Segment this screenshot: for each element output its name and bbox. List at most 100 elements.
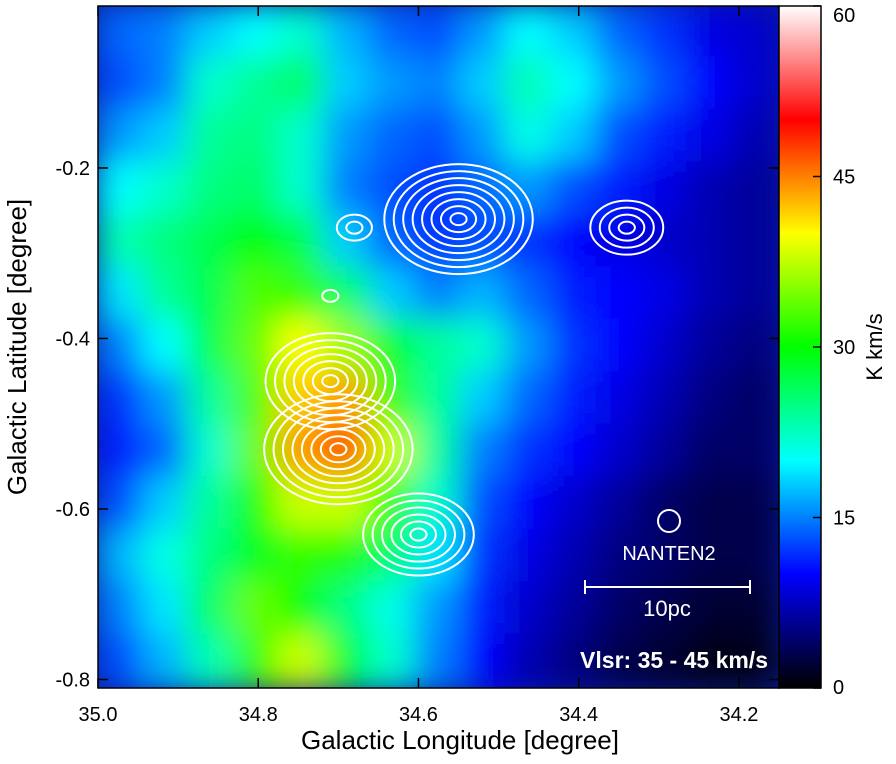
- x-axis-label: Galactic Longitude [degree]: [301, 725, 619, 755]
- intensity-cell: [277, 476, 327, 533]
- intensity-cell: [459, 318, 509, 376]
- intensity-cell: [595, 581, 645, 638]
- intensity-cell: [595, 371, 645, 428]
- intensity-cell: [686, 318, 736, 376]
- intensity-cell: [504, 581, 554, 638]
- contour-southern-ridge-peak-2: [263, 393, 414, 506]
- colorbar: 0 15 30 45 60 K km/s: [778, 5, 887, 699]
- intensity-cell: [459, 56, 509, 113]
- contour-line: [411, 184, 506, 255]
- intensity-cell: [459, 528, 509, 586]
- intensity-cell: [413, 6, 464, 61]
- intensity-cell: [186, 476, 237, 533]
- intensity-cell: [459, 213, 509, 271]
- x-axis: 35.0 34.8 34.6 34.4 34.2: [79, 6, 758, 726]
- intensity-cell: [141, 633, 191, 688]
- intensity-cell: [640, 371, 691, 428]
- contour-line: [272, 400, 405, 499]
- intensity-cell: [595, 318, 645, 376]
- intensity-cell: [141, 213, 191, 271]
- contour-line: [430, 198, 487, 241]
- intensity-cell: [731, 213, 779, 271]
- colorbar-label: K km/s: [862, 313, 887, 380]
- intensity-cell: [686, 108, 736, 166]
- intensity-cell: [232, 528, 282, 586]
- intensity-cell: [277, 633, 327, 688]
- intensity-cell: [232, 266, 282, 323]
- intensity-cell: [277, 161, 327, 218]
- intensity-cell: [323, 581, 373, 638]
- intensity-cell: [640, 633, 691, 688]
- intensity-cell: [640, 528, 691, 586]
- intensity-cell: [277, 528, 327, 586]
- intensity-cell: [686, 6, 736, 61]
- intensity-cell: [232, 476, 282, 533]
- intensity-cell: [640, 266, 691, 323]
- colorbar-ticks: 0 15 30 45 60: [813, 5, 855, 699]
- contour-southern-ridge-tail: [362, 492, 475, 577]
- intensity-cell: [595, 108, 645, 166]
- intensity-cell: [368, 633, 418, 688]
- contour-line: [449, 212, 468, 227]
- intensity-cell: [186, 108, 237, 166]
- intensity-cell: [731, 266, 779, 323]
- intensity-cell: [595, 6, 645, 61]
- intensity-cell: [186, 56, 237, 113]
- intensity-cell: [186, 528, 237, 586]
- intensity-cell: [323, 528, 373, 586]
- intensity-cell: [232, 108, 282, 166]
- contour-isolated-clump: [589, 199, 665, 256]
- velocity-range-label: Vlsr: 35 - 45 km/s: [580, 647, 768, 673]
- intensity-cell: [550, 266, 600, 323]
- contour-line: [319, 435, 357, 464]
- intensity-cell: [686, 528, 736, 586]
- intensity-cell: [368, 266, 418, 323]
- intensity-cell: [550, 476, 600, 533]
- contour-northern-arc-west-knot: [335, 213, 373, 242]
- intensity-cell: [141, 161, 191, 218]
- intensity-cell: [323, 108, 373, 166]
- intensity-cell: [141, 581, 191, 638]
- intensity-cell: [141, 56, 191, 113]
- intensity-cell: [595, 633, 645, 688]
- intensity-cell: [550, 423, 600, 481]
- intensity-cell: [640, 476, 691, 533]
- intensity-cell: [504, 213, 554, 271]
- x-tick-label: 34.6: [399, 704, 438, 726]
- intensity-cell: [550, 108, 600, 166]
- intensity-cell: [368, 161, 418, 218]
- x-tick-label: 34.8: [239, 704, 278, 726]
- intensity-cell: [595, 423, 645, 481]
- intensity-cell: [413, 581, 464, 638]
- contour-northern-arc-peak: [383, 163, 534, 276]
- intensity-cell: [504, 6, 554, 61]
- intensity-cell: [550, 581, 600, 638]
- contour-line: [402, 177, 515, 262]
- intensity-cell: [277, 6, 327, 61]
- intensity-cell: [550, 56, 600, 113]
- intensity-cell: [550, 161, 600, 218]
- intensity-cell: [459, 581, 509, 638]
- intensity-cell: [731, 318, 779, 376]
- intensity-cell: [413, 633, 464, 688]
- intensity-cell: [98, 266, 146, 323]
- intensity-cell: [595, 266, 645, 323]
- contour-line: [371, 499, 466, 570]
- intensity-cell: [595, 56, 645, 113]
- contour-line: [321, 288, 340, 303]
- y-tick-label: -0.6: [56, 499, 90, 521]
- intensity-cell: [504, 528, 554, 586]
- contour-line: [589, 199, 665, 256]
- contour-line: [421, 191, 496, 248]
- intensity-cell: [98, 318, 146, 376]
- intensity-cell: [232, 371, 282, 428]
- intensity-cell: [98, 528, 146, 586]
- contour-line: [321, 374, 340, 389]
- intensity-cell: [277, 56, 327, 113]
- intensity-cell: [141, 266, 191, 323]
- intensity-cell: [323, 213, 373, 271]
- colorbar-tick-label: 60: [833, 5, 855, 27]
- intensity-cell: [141, 6, 191, 61]
- intensity-cell: [550, 371, 600, 428]
